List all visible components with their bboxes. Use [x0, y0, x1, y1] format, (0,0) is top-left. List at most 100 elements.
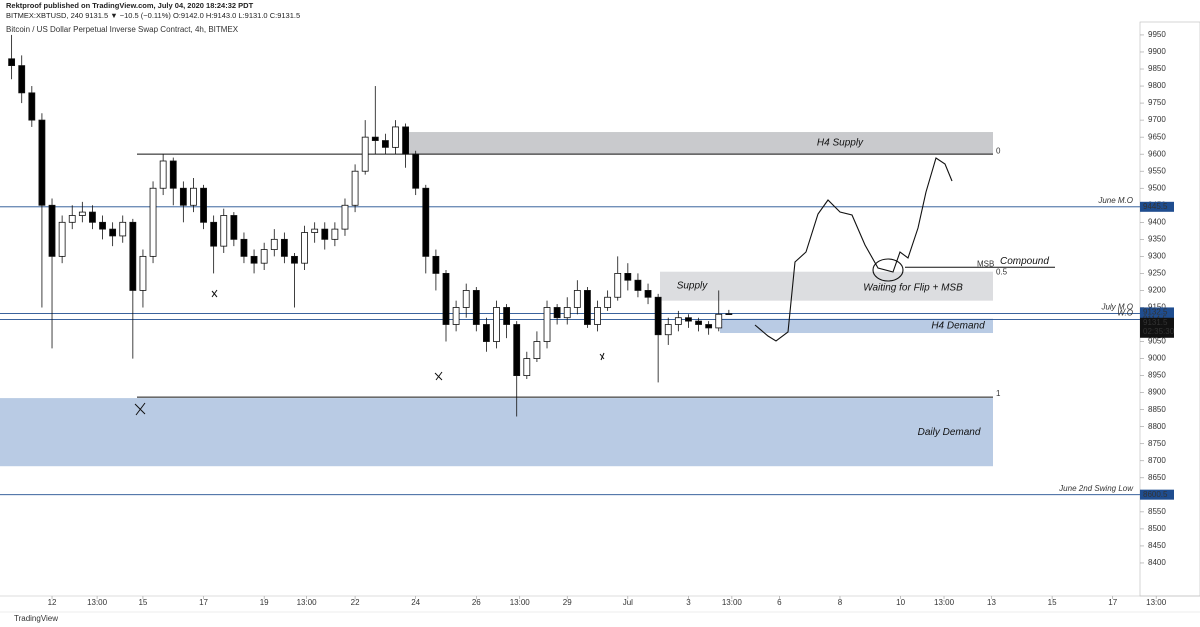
zone — [660, 271, 993, 301]
zone — [0, 398, 993, 467]
zone — [405, 132, 993, 155]
y-tick-label: 8500 — [1148, 524, 1166, 533]
x-tick-label: 29 — [563, 598, 572, 607]
fib-label: 0 — [996, 146, 1001, 155]
candle-body — [594, 307, 601, 325]
zone-label: H4 Supply — [817, 138, 864, 149]
x-tick-label: 22 — [351, 598, 360, 607]
candle-body — [18, 65, 26, 94]
candle-body — [119, 221, 127, 237]
candle-body — [442, 273, 450, 325]
candle-body — [179, 187, 187, 206]
candle-body — [543, 307, 551, 342]
x-tick-label: 17 — [199, 598, 208, 607]
candle-body — [58, 221, 66, 257]
candle-body — [311, 228, 319, 233]
levels: 0 1 June M.O July M.OW.O June 2nd Swing Low — [0, 146, 1140, 496]
x-tick-label: 12 — [48, 598, 57, 607]
x-tick-label: 15 — [1048, 598, 1057, 607]
candle-body — [644, 290, 652, 298]
candle-body — [169, 160, 177, 189]
y-tick-label: 9050 — [1148, 337, 1166, 346]
x-tick-label: 19 — [260, 598, 269, 607]
candle-body — [129, 221, 137, 291]
y-tick-label: 9950 — [1148, 30, 1166, 39]
candle-body — [280, 238, 288, 257]
candle-body — [28, 92, 36, 121]
candle-body — [361, 136, 369, 172]
candle-body — [89, 211, 96, 223]
price-tag-label: 8600.5 — [1143, 490, 1168, 499]
compound-label: Compound — [1000, 256, 1049, 267]
y-tick-label: 8400 — [1148, 558, 1166, 567]
level-label: June 2nd Swing Low — [1058, 484, 1134, 493]
candle-body — [68, 215, 76, 223]
candle-body — [200, 187, 207, 223]
y-tick-label: 9350 — [1148, 234, 1166, 243]
y-tick-label: 8750 — [1148, 439, 1166, 448]
y-tick-label: 8550 — [1148, 507, 1166, 516]
candle-body — [533, 341, 541, 359]
x-tick-label: 13:00 — [297, 598, 318, 607]
candle-body — [634, 279, 642, 291]
y-tick-label: 9850 — [1148, 64, 1166, 73]
candles — [8, 34, 733, 417]
x-tick-label: 10 — [896, 598, 905, 607]
x-tick-label: 13:00 — [510, 598, 531, 607]
candle-body — [159, 160, 167, 189]
candle-body — [78, 211, 86, 216]
candle-body — [563, 307, 571, 319]
price-tag — [1140, 201, 1174, 212]
candle-body — [493, 307, 500, 342]
x-tick-label: 17 — [1108, 598, 1117, 607]
swing-mark — [134, 402, 146, 416]
candle-body — [402, 126, 409, 155]
y-tick-label: 9800 — [1148, 81, 1166, 90]
x-tick-label: 8 — [838, 598, 843, 607]
candle-body — [270, 238, 278, 250]
last-price-label: 9131.5 — [1143, 318, 1168, 327]
candle-body — [624, 273, 632, 281]
candle-body — [664, 324, 672, 336]
candle-body — [48, 204, 56, 257]
note: 0.5 — [996, 267, 1008, 276]
y-tick-label: 9900 — [1148, 47, 1166, 56]
y-tick-label: 9300 — [1148, 251, 1166, 260]
candle-body — [614, 273, 622, 298]
x-tick-label: 15 — [138, 598, 147, 607]
countdown: 02:35:30 — [1143, 327, 1175, 336]
candle-body — [483, 324, 490, 342]
x-tick-label: 6 — [777, 598, 782, 607]
x-tick-label: 13 — [987, 598, 996, 607]
candle-body — [685, 317, 692, 322]
y-tick-label: 8450 — [1148, 541, 1166, 550]
price-tag — [1140, 489, 1174, 500]
x-tick-label: 13:00 — [934, 598, 955, 607]
zone-label: H4 Demand — [931, 321, 985, 332]
swing-mark — [599, 352, 605, 361]
x-tick-label: 13:00 — [1146, 598, 1167, 607]
level-label: June M.O — [1097, 196, 1133, 205]
candle-body — [99, 221, 106, 230]
x-tick-label: 13:00 — [87, 598, 108, 607]
candle-body — [604, 296, 612, 308]
candle-body — [503, 307, 511, 325]
candle-body — [230, 215, 238, 240]
y-tick-label: 8650 — [1148, 473, 1166, 482]
y-tick-label: 8850 — [1148, 405, 1166, 414]
candle-body — [674, 317, 682, 325]
chart-title: Bitcoin / US Dollar Perpetual Inverse Sw… — [6, 25, 239, 34]
candle-body — [523, 358, 531, 377]
candle-body — [190, 187, 197, 206]
candle-body — [695, 320, 702, 325]
x-tick-label: 3 — [686, 598, 691, 607]
note: MSB — [977, 259, 994, 268]
candle-body — [250, 255, 258, 264]
candle-body — [513, 324, 521, 377]
y-tick-label: 9650 — [1148, 132, 1166, 141]
last-price-tag — [1140, 317, 1174, 338]
candle-body — [412, 153, 420, 189]
y-tick-label: 9000 — [1148, 354, 1166, 363]
